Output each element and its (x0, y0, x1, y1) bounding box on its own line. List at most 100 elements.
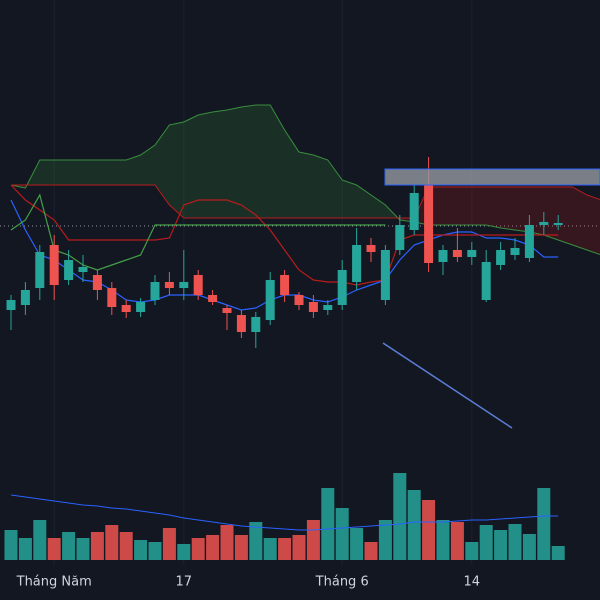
candle-body (467, 250, 477, 257)
candle-body (121, 305, 131, 312)
x-tick-label: Tháng Năm (16, 575, 92, 590)
cloud-fill (198, 112, 213, 218)
cloud-fill (68, 160, 83, 185)
volume-bar (422, 500, 436, 560)
cloud-fill (97, 160, 112, 185)
cloud-fill (111, 160, 127, 185)
x-axis: Tháng Năm 17 Tháng 6 14 (16, 575, 480, 590)
candle-body (251, 317, 261, 332)
volume-pane (4, 473, 565, 560)
indicator-line (10, 193, 386, 271)
cloud-fill (183, 115, 199, 218)
cloud-fill (500, 187, 515, 230)
volume-bar (479, 525, 493, 560)
cloud-fill (342, 180, 357, 218)
volume-bar (177, 544, 191, 560)
volume-bar (278, 538, 292, 560)
x-tick-label: 17 (176, 575, 193, 590)
volume-bar (4, 530, 18, 560)
candle-body (280, 275, 290, 295)
cloud-fill (443, 187, 458, 225)
candle-body (64, 260, 74, 280)
candle-body (193, 275, 203, 295)
candle-body (496, 250, 506, 265)
volume-bar (148, 542, 162, 560)
volume-bar (378, 520, 392, 560)
volume-bar (522, 534, 536, 560)
volume-bar (62, 532, 76, 560)
candle-body (409, 193, 419, 230)
cloud-fill (284, 130, 299, 218)
candle-body (150, 282, 160, 300)
cloud-fill (543, 187, 559, 240)
cloud-fill (39, 160, 55, 185)
volume-ma-line (10, 494, 559, 531)
cloud-fill (270, 105, 285, 218)
cloud-fill (83, 160, 98, 185)
candle-body (323, 305, 333, 310)
volume-bar (508, 524, 522, 560)
ichimoku-cloud (10, 104, 600, 256)
cloud-fill (471, 187, 487, 225)
cloud-fill (255, 105, 271, 218)
candle-body (20, 290, 30, 305)
volume-bar (119, 532, 133, 560)
candle-body (164, 282, 174, 288)
x-tick-label: 14 (464, 575, 481, 590)
volume-bar (436, 520, 450, 560)
volume-bar (450, 522, 464, 560)
cloud-fill (558, 187, 573, 245)
volume-bar (162, 528, 176, 560)
cloud-fill (572, 187, 587, 250)
candle-body (107, 288, 117, 307)
cloud-fill (241, 105, 256, 218)
drawn-rectangle (384, 168, 600, 186)
span-a-line (10, 104, 600, 256)
volume-bar (393, 473, 407, 560)
cloud-fill (54, 160, 69, 185)
span-b-line (11, 184, 600, 219)
cloud-fill (313, 155, 328, 218)
candle-body (438, 250, 448, 262)
candle-body (380, 250, 390, 300)
volume-bar (321, 488, 335, 560)
cloud-fill (371, 195, 386, 218)
cloud-fill (515, 187, 530, 232)
cloud-fill (356, 185, 371, 218)
cloud-fill (155, 125, 170, 205)
candle-body (294, 295, 304, 305)
candle-body (6, 300, 16, 310)
volume-bar (220, 525, 234, 560)
volume-bar (407, 490, 421, 560)
cloud-fill (169, 122, 184, 218)
candle-body (424, 185, 434, 263)
candle-body (481, 262, 491, 300)
volume-bar (551, 546, 565, 560)
candle-body (539, 222, 549, 225)
volume-bar (335, 508, 349, 560)
volume-bar (234, 535, 248, 560)
volume-bar (494, 530, 508, 560)
candle-body (236, 315, 246, 332)
candle-body (308, 302, 318, 312)
volume-bar (90, 532, 104, 560)
volume-bar (105, 525, 119, 560)
candle-body (49, 245, 59, 285)
cloud-fill (227, 107, 242, 218)
volume-bar (134, 540, 148, 560)
candle-body (35, 252, 45, 288)
candle-body (524, 225, 534, 258)
volume-bar (206, 535, 220, 560)
x-tick-label: Tháng 6 (315, 575, 369, 590)
volume-bar (191, 538, 205, 560)
candles (6, 157, 563, 348)
candle-body (366, 245, 376, 252)
candle-body (395, 225, 405, 250)
candle-body (510, 248, 520, 255)
cloud-fill (299, 152, 314, 218)
cloud-fill (457, 187, 472, 225)
volume-bar (249, 522, 263, 560)
volume-bar (350, 528, 364, 560)
cloud-fill (140, 145, 155, 185)
